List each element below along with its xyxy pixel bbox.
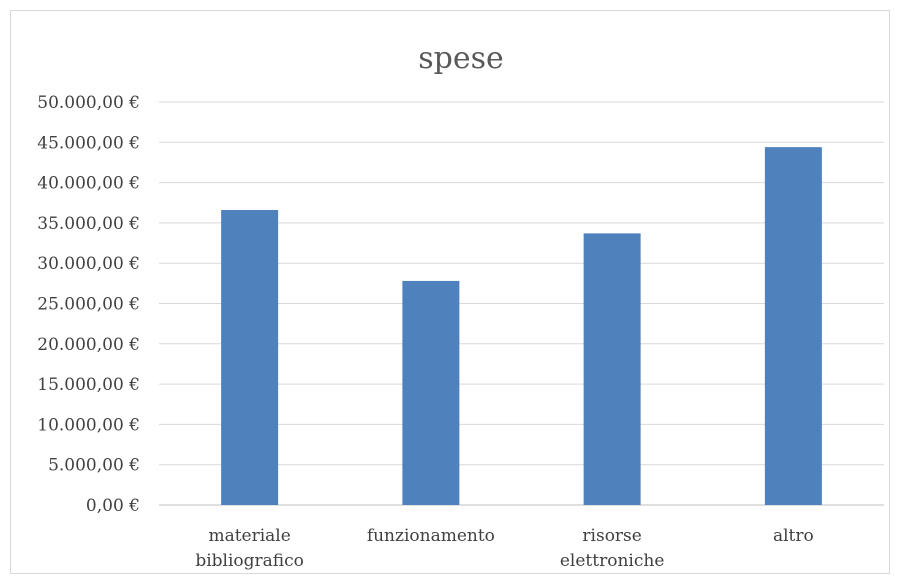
y-tick-label: 10.000,00 € bbox=[37, 415, 140, 435]
y-tick-label: 15.000,00 € bbox=[37, 375, 140, 395]
y-tick-label: 45.000,00 € bbox=[37, 133, 140, 153]
x-category-label: materiale bibliografico bbox=[195, 526, 304, 571]
y-tick-label: 40.000,00 € bbox=[37, 174, 140, 194]
y-tick-label: 0,00 € bbox=[86, 496, 140, 516]
y-tick-label: 5.000,00 € bbox=[48, 456, 140, 476]
chart-title: spese bbox=[418, 41, 504, 76]
y-tick-label: 25.000,00 € bbox=[37, 295, 140, 315]
y-axis-tick-labels: 0,00 € 5.000,00 € 10.000,00 € 15.000,00 € 20… bbox=[37, 93, 140, 516]
x-axis-category-labels: materiale bibliografico funzionamento risor… bbox=[195, 526, 813, 571]
bar bbox=[402, 280, 460, 505]
x-category-label: altro bbox=[773, 526, 814, 546]
y-tick-label: 35.000,00 € bbox=[37, 214, 140, 234]
gridlines bbox=[159, 101, 884, 506]
y-tick-label: 50.000,00 € bbox=[37, 93, 140, 113]
y-tick-label: 20.000,00 € bbox=[37, 335, 140, 355]
bar bbox=[221, 210, 279, 505]
y-tick-label: 30.000,00 € bbox=[37, 254, 140, 274]
x-category-label: risorse elettroniche bbox=[560, 526, 665, 571]
bar bbox=[583, 233, 641, 506]
bar bbox=[764, 147, 822, 506]
x-category-label: funzionamento bbox=[367, 526, 495, 546]
bars bbox=[221, 147, 822, 506]
